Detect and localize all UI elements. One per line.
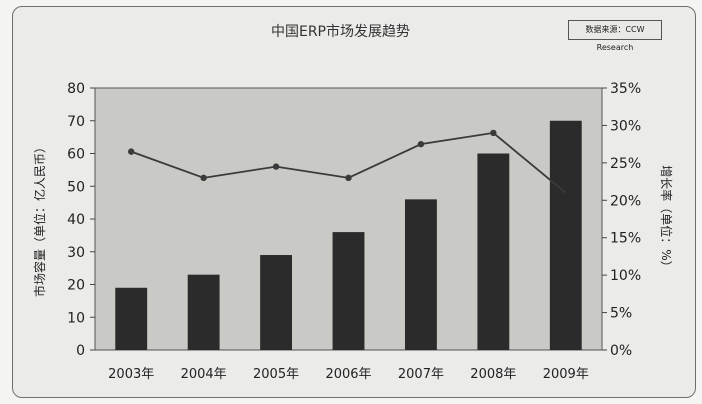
left-axis-label: 市场容量（单位：亿人民币） — [32, 141, 47, 297]
growth-point — [128, 148, 135, 155]
bar — [187, 274, 220, 350]
left-tick-label: 80 — [67, 81, 85, 97]
right-tick-label: 15% — [610, 231, 641, 247]
source-box: 数据来源：CCW Research — [568, 20, 662, 52]
bar — [260, 255, 293, 350]
x-tick-label: 2003年 — [108, 367, 154, 382]
left-tick-label: 40 — [67, 212, 85, 228]
x-tick-label: 2006年 — [325, 367, 371, 382]
left-tick-label: 50 — [67, 179, 85, 195]
left-tick-label: 60 — [67, 147, 85, 163]
right-tick-label: 30% — [610, 118, 641, 134]
right-tick-label: 20% — [610, 193, 641, 209]
x-tick-label: 2009年 — [543, 367, 589, 382]
growth-point — [490, 129, 497, 137]
bar — [115, 287, 148, 350]
bar — [332, 232, 365, 350]
right-tick-label: 25% — [610, 156, 641, 172]
right-tick-label: 0% — [610, 343, 632, 359]
left-tick-label: 10 — [67, 310, 85, 326]
bar — [549, 120, 582, 350]
right-tick-label: 5% — [610, 306, 632, 322]
right-tick-label: 35% — [610, 81, 641, 97]
left-tick-label: 70 — [67, 114, 85, 130]
left-tick-label: 0 — [76, 343, 85, 359]
x-tick-label: 2007年 — [398, 367, 444, 382]
left-tick-label: 30 — [67, 245, 85, 261]
chart-title: 中国ERP市场发展趋势 — [271, 23, 410, 40]
growth-point — [345, 174, 352, 182]
growth-point — [417, 140, 425, 148]
growth-point — [200, 174, 207, 182]
x-tick-label: 2008年 — [470, 367, 516, 382]
right-axis-label: 增长率（单位：%） — [659, 165, 674, 272]
x-tick-label: 2004年 — [181, 367, 227, 382]
x-tick-label: 2005年 — [253, 367, 299, 382]
growth-point — [272, 163, 280, 170]
left-tick-label: 20 — [67, 278, 85, 294]
bar — [477, 153, 510, 350]
right-tick-label: 10% — [610, 268, 641, 284]
bar — [404, 199, 437, 350]
